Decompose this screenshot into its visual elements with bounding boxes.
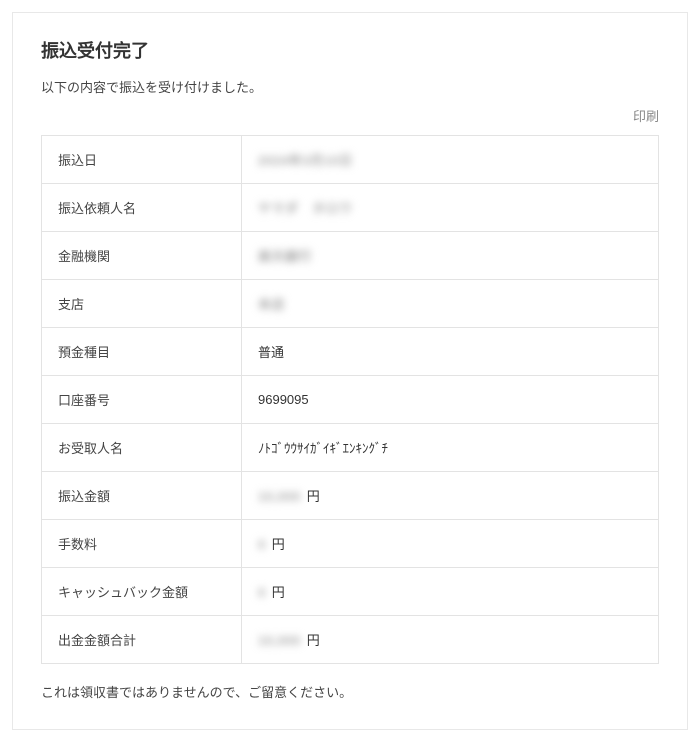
table-row: 振込金額 10,000 円 <box>42 472 659 520</box>
table-row: 預金種目 普通 <box>42 328 659 376</box>
page-title: 振込受付完了 <box>41 37 659 63</box>
row-label-requester: 振込依頼人名 <box>42 184 242 232</box>
row-suffix-amount: 円 <box>307 489 320 504</box>
row-value-text-transfer_date: 2024年3月10日 <box>258 150 353 169</box>
table-row: 手数料0円 <box>42 520 659 568</box>
row-value-requester: ヤマダ タロウ <box>242 184 659 232</box>
table-row: 支店本店 <box>42 280 659 328</box>
row-value-account_type: 普通 <box>242 328 659 376</box>
row-label-total: 出金金額合計 <box>42 616 242 664</box>
table-row: 振込依頼人名ヤマダ タロウ <box>42 184 659 232</box>
row-value-text-total: 10,000 <box>258 633 301 648</box>
transfer-confirmation-card: 振込受付完了 以下の内容で振込を受け付けました。 印刷 振込日 2024年3月10… <box>12 12 688 730</box>
footnote: これは領収書ではありませんので、ご留意ください。 <box>41 682 659 701</box>
details-table: 振込日2024年3月10日振込依頼人名ヤマダ タロウ金融機関楽天銀行支店本店預金… <box>41 135 659 664</box>
row-value-total: 10,000 円 <box>242 616 659 664</box>
table-row: 振込日 2024年3月10日 <box>42 136 659 184</box>
row-label-branch: 支店 <box>42 280 242 328</box>
row-label-cashback: キャッシュバック金額 <box>42 568 242 616</box>
row-value-text-requester: ヤマダ タロウ <box>258 198 353 217</box>
row-suffix-total: 円 <box>307 633 320 648</box>
details-tbody: 振込日2024年3月10日振込依頼人名ヤマダ タロウ金融機関楽天銀行支店本店預金… <box>42 136 659 664</box>
row-value-cashback: 0円 <box>242 568 659 616</box>
row-value-branch: 本店 <box>242 280 659 328</box>
row-value-text-branch: 本店 <box>258 294 285 313</box>
row-value-text-account_type: 普通 <box>258 345 284 360</box>
table-row: キャッシュバック金額0円 <box>42 568 659 616</box>
table-row: 口座番号 9699095 <box>42 376 659 424</box>
row-value-text-payee: ﾉﾄｺﾞｳｳｻｲｶﾞｲｷﾞｴﾝｷﾝｸﾞﾁ <box>258 441 388 456</box>
row-value-fee: 0円 <box>242 520 659 568</box>
row-value-text-cashback: 0 <box>258 585 266 600</box>
row-suffix-cashback: 円 <box>272 585 285 600</box>
row-label-fee: 手数料 <box>42 520 242 568</box>
row-label-account_type: 預金種目 <box>42 328 242 376</box>
row-value-text-fee: 0 <box>258 537 266 552</box>
row-label-payee: お受取人名 <box>42 424 242 472</box>
table-row: お受取人名 ﾉﾄｺﾞｳｳｻｲｶﾞｲｷﾞｴﾝｷﾝｸﾞﾁ <box>42 424 659 472</box>
row-value-text-bank: 楽天銀行 <box>258 246 312 265</box>
row-suffix-fee: 円 <box>272 537 285 552</box>
page-subtitle: 以下の内容で振込を受け付けました。 <box>41 77 659 96</box>
table-row: 出金金額合計 10,000 円 <box>42 616 659 664</box>
row-label-transfer_date: 振込日 <box>42 136 242 184</box>
row-value-amount: 10,000 円 <box>242 472 659 520</box>
row-value-payee: ﾉﾄｺﾞｳｳｻｲｶﾞｲｷﾞｴﾝｷﾝｸﾞﾁ <box>242 424 659 472</box>
row-label-account_number: 口座番号 <box>42 376 242 424</box>
row-label-amount: 振込金額 <box>42 472 242 520</box>
row-label-bank: 金融機関 <box>42 232 242 280</box>
row-value-bank: 楽天銀行 <box>242 232 659 280</box>
print-link[interactable]: 印刷 <box>633 109 659 124</box>
print-row: 印刷 <box>41 106 659 125</box>
table-row: 金融機関楽天銀行 <box>42 232 659 280</box>
row-value-account_number: 9699095 <box>242 376 659 424</box>
row-value-text-amount: 10,000 <box>258 489 301 504</box>
row-value-text-account_number: 9699095 <box>258 392 309 407</box>
row-value-transfer_date: 2024年3月10日 <box>242 136 659 184</box>
